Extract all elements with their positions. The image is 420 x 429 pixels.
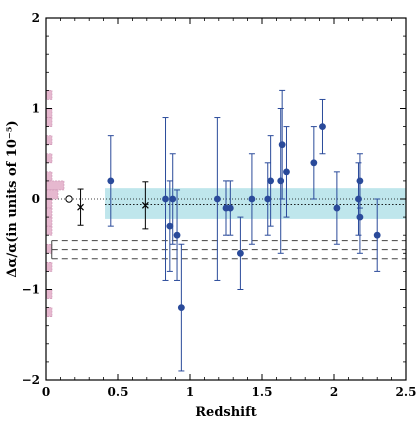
histogram-bin [45,225,53,236]
histogram-bin [45,108,53,118]
open-point [65,195,73,203]
data-point [248,195,256,203]
histogram-bin [45,207,53,218]
data-point [310,159,318,167]
histogram-bin [45,198,53,209]
histogram-bin [45,153,53,164]
x-tick-label: 1 [186,385,194,399]
data-point [319,123,326,130]
data-point [173,231,181,239]
histogram-bin [45,289,53,299]
x-tick-label: 0 [42,385,50,399]
histogram-bin [45,307,53,317]
data-point [226,204,234,212]
mean-band [105,188,406,219]
histogram-bin [45,135,53,145]
data-point [278,141,286,149]
data-point [213,195,221,203]
dashed-lines-layer [51,240,406,260]
histogram-bin [45,180,65,191]
x-tick-label: 1.5 [252,385,273,399]
y-tick-label: −2 [22,373,40,387]
error-bars-layer [77,89,381,372]
data-point [277,177,285,185]
data-point [355,195,362,203]
y-tick-label: 0 [32,192,40,206]
data-point [283,168,290,176]
x-tick-label: 2 [330,385,338,399]
data-point [333,204,341,212]
data-point [177,304,185,311]
y-axis-title: Δα/α(in units of 10⁻⁵) [5,120,20,277]
histogram-bin [45,90,53,100]
data-point [264,195,272,203]
ticks-layer: 0 0.5 1 1.5 2 2.5 −2 −1 0 1 2 [22,11,417,399]
x-axis-title: Redshift [195,405,256,420]
histogram-bin [45,189,59,200]
histogram-bin [45,216,53,227]
cross-point [141,201,149,209]
data-point [166,222,174,230]
y-tick-label: 1 [32,102,40,116]
data-point [107,177,115,185]
data-point [169,195,177,203]
x-tick-label: 0.5 [108,385,129,399]
x-tick-label: 2.5 [396,385,417,399]
data-point [373,231,381,239]
y-tick-label: 2 [32,11,40,25]
data-point [356,177,364,185]
mean-band-layer [46,188,406,219]
histogram-bin [45,262,53,272]
histogram-bin [45,171,53,182]
histogram-bin [45,243,53,254]
data-point [162,195,169,203]
data-points-layer [65,123,381,311]
data-point [267,177,275,185]
histogram-layer [45,90,65,317]
y-tick-label: −1 [22,283,40,297]
data-point [356,213,364,221]
data-point [237,249,244,257]
histogram-bin [45,117,53,127]
cross-point [77,203,84,211]
